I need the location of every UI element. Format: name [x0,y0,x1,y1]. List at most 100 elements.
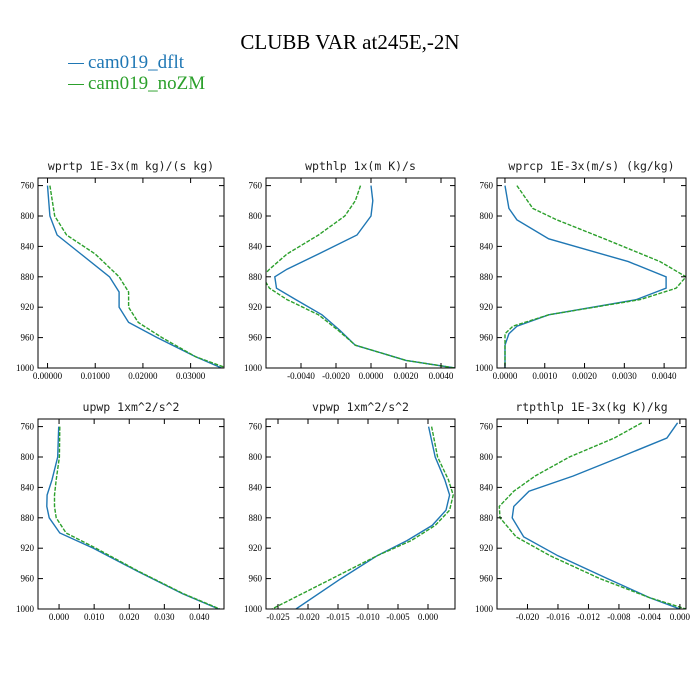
plot-frame [496,418,687,610]
x-tick-label: -0.0020 [322,371,350,381]
y-tick-label: 960 [21,574,35,584]
y-tick-label: 800 [21,452,35,462]
x-tick-label: 0.0020 [394,371,419,381]
x-tick-label: 0.0000 [359,371,384,381]
x-tick-label: 0.000 [418,612,439,622]
plot-frame [265,177,456,369]
subplot-title: wprtp 1E-3x(m kg)/(s kg) [48,159,214,173]
y-tick-label: 1000 [244,604,263,614]
y-tick-label: 760 [480,422,494,432]
y-tick-label: 880 [249,513,263,523]
y-tick-label: 960 [21,333,35,343]
y-tick-label: 1000 [16,363,35,373]
y-tick-label: 840 [21,241,35,251]
legend-swatch-nozm [68,84,84,86]
x-tick-label: 0.010 [84,612,105,622]
x-tick-label: -0.020 [296,612,320,622]
x-tick-label: 0.000 [49,612,70,622]
series-line-dflt [46,185,222,368]
subplot-title: upwp 1xm^2/s^2 [83,400,180,414]
y-tick-label: 800 [249,452,263,462]
plot-frame [37,418,225,610]
subplot-title: vpwp 1xm^2/s^2 [312,400,409,414]
legend-swatch-dflt [68,63,84,65]
x-tick-label: -0.004 [638,612,662,622]
y-tick-label: 960 [480,333,494,343]
series-line-nozm [271,426,454,609]
y-tick-label: 840 [249,482,263,492]
x-tick-label: 0.00000 [33,371,63,381]
legend-label-nozm: cam019_noZM [88,73,206,94]
x-tick-label: 0.000 [670,612,691,622]
y-tick-label: 800 [21,211,35,221]
y-tick-label: 840 [21,482,35,492]
series-line-dflt [274,185,455,368]
x-tick-label: 0.02000 [128,371,158,381]
y-tick-label: 880 [249,272,263,282]
series-line-dflt [511,422,681,609]
x-tick-label: 0.0040 [652,371,677,381]
x-tick-label: -0.008 [607,612,631,622]
x-tick-label: -0.010 [356,612,380,622]
x-tick-label: -0.015 [326,612,350,622]
legend-item-nozm: cam019_noZM [68,73,205,95]
plot-frame [37,177,225,369]
y-tick-label: 920 [480,302,494,312]
y-tick-label: 760 [249,181,263,191]
series-line-nozm [498,422,686,609]
x-tick-label: 0.0040 [429,371,454,381]
plot-frame [265,418,456,610]
y-tick-label: 840 [480,482,494,492]
y-tick-label: 760 [480,181,494,191]
series-line-dflt [46,426,219,609]
y-tick-label: 920 [249,302,263,312]
y-tick-label: 880 [480,513,494,523]
x-tick-label: 0.01000 [81,371,111,381]
legend-label-dflt: cam019_dflt [88,52,185,73]
y-tick-label: 880 [21,513,35,523]
subplot-title: wprcp 1E-3x(m/s) (kg/kg) [508,159,674,173]
series-line-nozm [53,426,221,609]
plot-frame [496,177,687,369]
series-line-dflt [504,185,667,368]
subplot-5: vpwp 1xm^2/s^2 -0.025 -0.020 -0.015 -0.010 -0… [244,400,456,622]
x-tick-label: 0.020 [119,612,140,622]
y-tick-label: 960 [249,574,263,584]
subplot-3: wprcp 1E-3x(m/s) (kg/kg) 0.0000 0.0010 0.00… [475,159,687,381]
x-tick-label: 0.0020 [572,371,597,381]
y-tick-label: 1000 [475,363,494,373]
x-tick-label: 0.040 [189,612,210,622]
subplot-title: rtpthlp 1E-3x(kg K)/kg [515,400,667,414]
subplot-4: upwp 1xm^2/s^2 0.000 0.010 0.020 0.030 0.040 7… [16,400,225,622]
y-tick-label: 920 [249,543,263,553]
x-tick-label: -0.020 [516,612,540,622]
x-tick-label: 0.0010 [532,371,557,381]
y-tick-label: 1000 [475,604,494,614]
y-tick-label: 920 [21,543,35,553]
y-tick-label: 800 [249,211,263,221]
y-tick-label: 920 [480,543,494,553]
x-tick-label: -0.0040 [287,371,315,381]
subplot-1: wprtp 1E-3x(m kg)/(s kg) 0.00000 0.01000 0.… [16,159,225,381]
y-tick-label: 840 [249,241,263,251]
y-tick-label: 760 [249,422,263,432]
x-tick-label: -0.025 [266,612,290,622]
y-tick-label: 1000 [244,363,263,373]
y-tick-label: 920 [21,302,35,312]
y-tick-label: 960 [249,333,263,343]
legend-item-dflt: cam019_dflt [68,52,184,74]
series-line-nozm [266,185,455,368]
y-tick-label: 880 [480,272,494,282]
page-title: CLUBB VAR at245E,-2N [240,30,460,54]
x-tick-label: 0.030 [154,612,175,622]
y-tick-label: 800 [480,211,494,221]
subplot-6: rtpthlp 1E-3x(kg K)/kg -0.020 -0.016 -0.012… [475,400,691,622]
y-tick-label: 760 [21,181,35,191]
x-tick-label: 0.03000 [176,371,206,381]
x-tick-label: -0.012 [577,612,600,622]
x-tick-label: -0.016 [546,612,570,622]
y-tick-label: 880 [21,272,35,282]
x-tick-label: 0.0000 [493,371,518,381]
x-tick-label: -0.005 [386,612,410,622]
